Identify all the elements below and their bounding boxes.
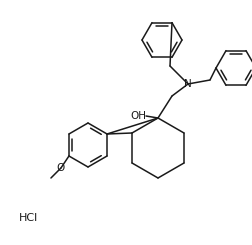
Text: OH: OH [130,111,146,121]
Text: O: O [57,163,65,173]
Text: HCl: HCl [18,213,38,223]
Text: N: N [184,79,192,89]
